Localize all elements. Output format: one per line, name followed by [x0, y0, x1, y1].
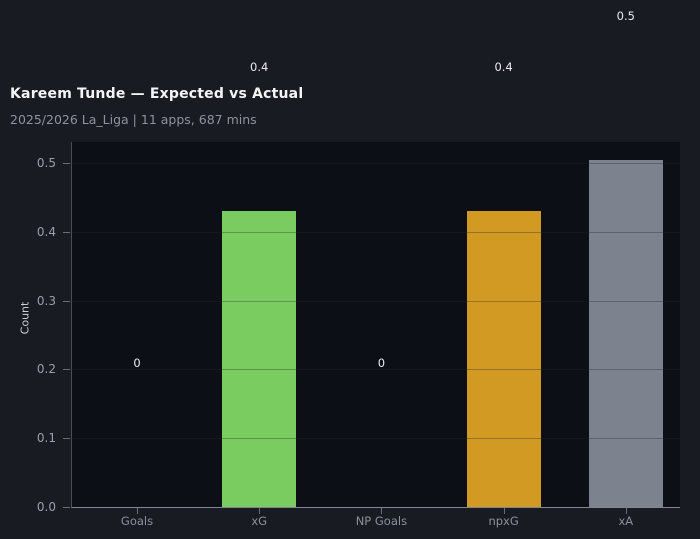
bar-xa	[588, 160, 663, 507]
y-tick-label: 0.3	[36, 293, 56, 308]
y-tick-mark	[63, 369, 70, 371]
x-tick-label-npxg: npxG	[488, 514, 519, 528]
bar-value-label-goals: 0	[133, 355, 141, 370]
y-tick-label: 0.0	[36, 500, 56, 514]
grid-line	[72, 163, 680, 164]
y-tick-label: 0.4	[36, 224, 56, 239]
grid-line	[72, 438, 680, 440]
grid-line	[72, 300, 680, 302]
grid-line	[72, 369, 680, 371]
x-tick-mark	[259, 508, 261, 514]
y-tick-mark	[63, 231, 70, 233]
y-tick-mark	[63, 300, 70, 302]
bar-npxg	[466, 211, 541, 507]
y-tick-label: 0.1	[36, 431, 56, 446]
plot-area	[71, 142, 680, 508]
x-tick-mark	[381, 508, 383, 514]
bar-value-label-xa: 0.5	[616, 8, 635, 23]
bar-xg	[222, 211, 297, 507]
bar-value-label-npxg: 0.4	[494, 59, 513, 74]
x-tick-label-xg: xG	[251, 514, 268, 528]
y-tick-mark	[63, 163, 70, 164]
bar-value-label-xg: 0.4	[250, 59, 269, 74]
y-tick-label: 0.2	[36, 362, 56, 377]
x-tick-mark	[503, 508, 505, 514]
y-tick-mark	[63, 507, 70, 508]
y-tick-mark	[63, 438, 70, 440]
y-tick-label: 0.5	[36, 156, 56, 170]
x-tick-label-goals: Goals	[120, 514, 154, 528]
grid-line	[72, 231, 680, 233]
x-tick-mark	[137, 508, 138, 514]
bar-value-label-np-goals: 0	[377, 355, 386, 370]
x-tick-label-np-goals: NP Goals	[355, 514, 408, 528]
x-tick-mark	[625, 508, 627, 514]
chart-subtitle: 2025/2026 La_Liga | 11 apps, 687 mins	[10, 112, 257, 127]
x-tick-label-xa: xA	[618, 514, 634, 528]
chart-title: Kareem Tunde — Expected vs Actual	[10, 86, 304, 102]
